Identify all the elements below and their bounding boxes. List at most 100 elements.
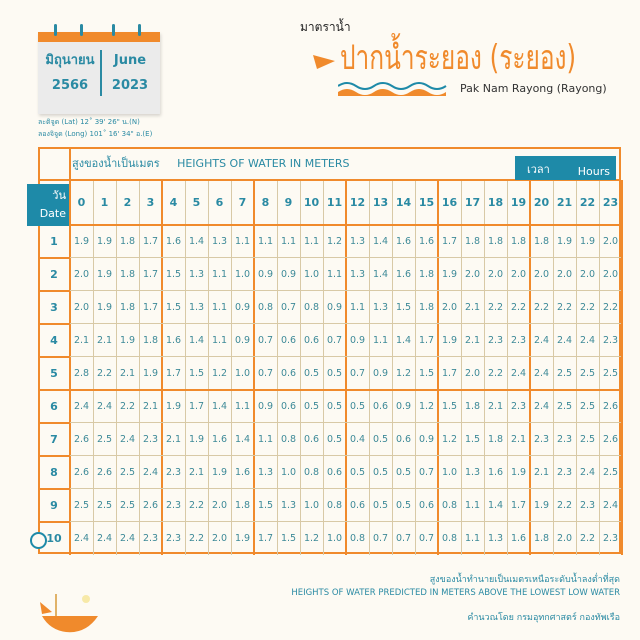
height-cell: 2.6 xyxy=(602,401,619,412)
height-cell: 1.1 xyxy=(464,533,481,544)
longitude: ลองจิจูด (Long) 101˚ 16' 34" อ.(E) xyxy=(38,130,153,138)
height-cell: 2.0 xyxy=(579,269,596,280)
height-cell: 0.6 xyxy=(372,401,389,412)
hour-header: 12 xyxy=(349,196,366,209)
height-cell: 2.5 xyxy=(96,500,113,511)
height-cell: 0.8 xyxy=(303,467,320,478)
year: 2023 xyxy=(111,78,149,93)
hour-header: 22 xyxy=(579,196,596,209)
grid-line xyxy=(161,180,163,555)
calendar-ring-icon xyxy=(138,24,141,36)
height-cell: 2.0 xyxy=(211,533,228,544)
grid-line xyxy=(529,180,531,555)
grid-line xyxy=(38,290,621,291)
month: June xyxy=(113,53,147,68)
height-cell: 1.8 xyxy=(487,236,504,247)
grid-line xyxy=(38,455,621,456)
height-cell: 2.0 xyxy=(73,302,90,313)
grid-line xyxy=(599,180,600,555)
height-cell: 2.0 xyxy=(533,269,550,280)
height-cell: 2.1 xyxy=(464,302,481,313)
height-cell: 1.7 xyxy=(188,401,205,412)
height-cell: 2.0 xyxy=(211,500,228,511)
height-cell: 0.8 xyxy=(441,533,458,544)
height-cell: 0.6 xyxy=(280,401,297,412)
height-cell: 1.5 xyxy=(188,368,205,379)
height-cell: 2.3 xyxy=(142,434,159,445)
height-cell: 0.7 xyxy=(326,335,343,346)
height-cell: 2.3 xyxy=(165,533,182,544)
height-cell: 2.3 xyxy=(602,533,619,544)
height-cell: 2.6 xyxy=(73,467,90,478)
height-cell: 2.4 xyxy=(73,401,90,412)
height-cell: 1.2 xyxy=(395,368,412,379)
height-cell: 0.6 xyxy=(349,500,366,511)
height-cell: 2.4 xyxy=(142,467,159,478)
grid-line xyxy=(231,180,232,555)
height-cell: 1.5 xyxy=(257,500,274,511)
height-cell: 2.1 xyxy=(188,467,205,478)
height-cell: 1.9 xyxy=(579,236,596,247)
date-label: 8 xyxy=(50,466,58,479)
height-cell: 2.2 xyxy=(556,500,573,511)
height-cell: 1.7 xyxy=(165,368,182,379)
date-label: 5 xyxy=(50,367,58,380)
station-title: ปากน้ำระยอง (ระยอง) xyxy=(340,38,577,78)
height-cell: 1.1 xyxy=(464,500,481,511)
height-cell: 2.5 xyxy=(602,467,619,478)
height-cell: 0.5 xyxy=(303,368,320,379)
height-cell: 1.1 xyxy=(280,236,297,247)
height-cell: 0.7 xyxy=(395,533,412,544)
height-cell: 1.6 xyxy=(211,434,228,445)
height-cell: 1.9 xyxy=(96,302,113,313)
calendar-header xyxy=(38,24,160,42)
hours-label-en: Hours xyxy=(577,165,610,178)
height-cell: 2.6 xyxy=(602,434,619,445)
height-cell: 0.8 xyxy=(349,533,366,544)
hour-header: 2 xyxy=(123,196,132,209)
height-cell: 0.5 xyxy=(326,401,343,412)
hour-header: 10 xyxy=(303,196,320,209)
height-cell: 2.0 xyxy=(556,269,573,280)
height-cell: 1.1 xyxy=(303,236,320,247)
height-cell: 2.6 xyxy=(73,434,90,445)
thai-month: มิถุนายน xyxy=(45,53,95,68)
grid-line xyxy=(437,180,439,555)
height-cell: 0.5 xyxy=(303,401,320,412)
height-cell: 0.6 xyxy=(280,368,297,379)
height-cell: 2.4 xyxy=(579,467,596,478)
calendar-card: มิถุนายน 2566 June 2023 xyxy=(38,24,160,114)
hour-header: 1 xyxy=(100,196,109,209)
height-cell: 0.5 xyxy=(349,467,366,478)
tide-table xyxy=(38,147,621,554)
height-cell: 1.0 xyxy=(303,500,320,511)
grid-line xyxy=(553,180,554,555)
height-cell: 0.6 xyxy=(326,467,343,478)
height-cell: 1.0 xyxy=(326,533,343,544)
hour-header: 14 xyxy=(395,196,412,209)
height-cell: 2.5 xyxy=(556,368,573,379)
height-cell: 1.3 xyxy=(188,269,205,280)
hour-header: 13 xyxy=(372,196,389,209)
height-cell: 2.5 xyxy=(579,434,596,445)
height-cell: 1.0 xyxy=(303,269,320,280)
height-cell: 1.1 xyxy=(257,434,274,445)
height-cell: 2.4 xyxy=(533,368,550,379)
height-cell: 2.0 xyxy=(602,269,619,280)
boat-logo xyxy=(40,594,98,633)
grid-line xyxy=(415,180,416,555)
date-label: 9 xyxy=(50,499,58,512)
height-cell: 1.6 xyxy=(165,236,182,247)
grid-line xyxy=(576,180,577,555)
height-cell: 1.5 xyxy=(165,302,182,313)
height-cell: 0.7 xyxy=(372,533,389,544)
height-cell: 1.6 xyxy=(487,467,504,478)
height-cell: 2.2 xyxy=(510,302,527,313)
height-cell: 2.0 xyxy=(556,533,573,544)
calendar-divider xyxy=(100,50,102,96)
hour-header: 15 xyxy=(418,196,435,209)
height-cell: 1.9 xyxy=(73,236,90,247)
hours-label-box: เวลา Hours xyxy=(515,156,616,180)
height-cell: 2.2 xyxy=(119,401,136,412)
height-cell: 1.6 xyxy=(165,335,182,346)
